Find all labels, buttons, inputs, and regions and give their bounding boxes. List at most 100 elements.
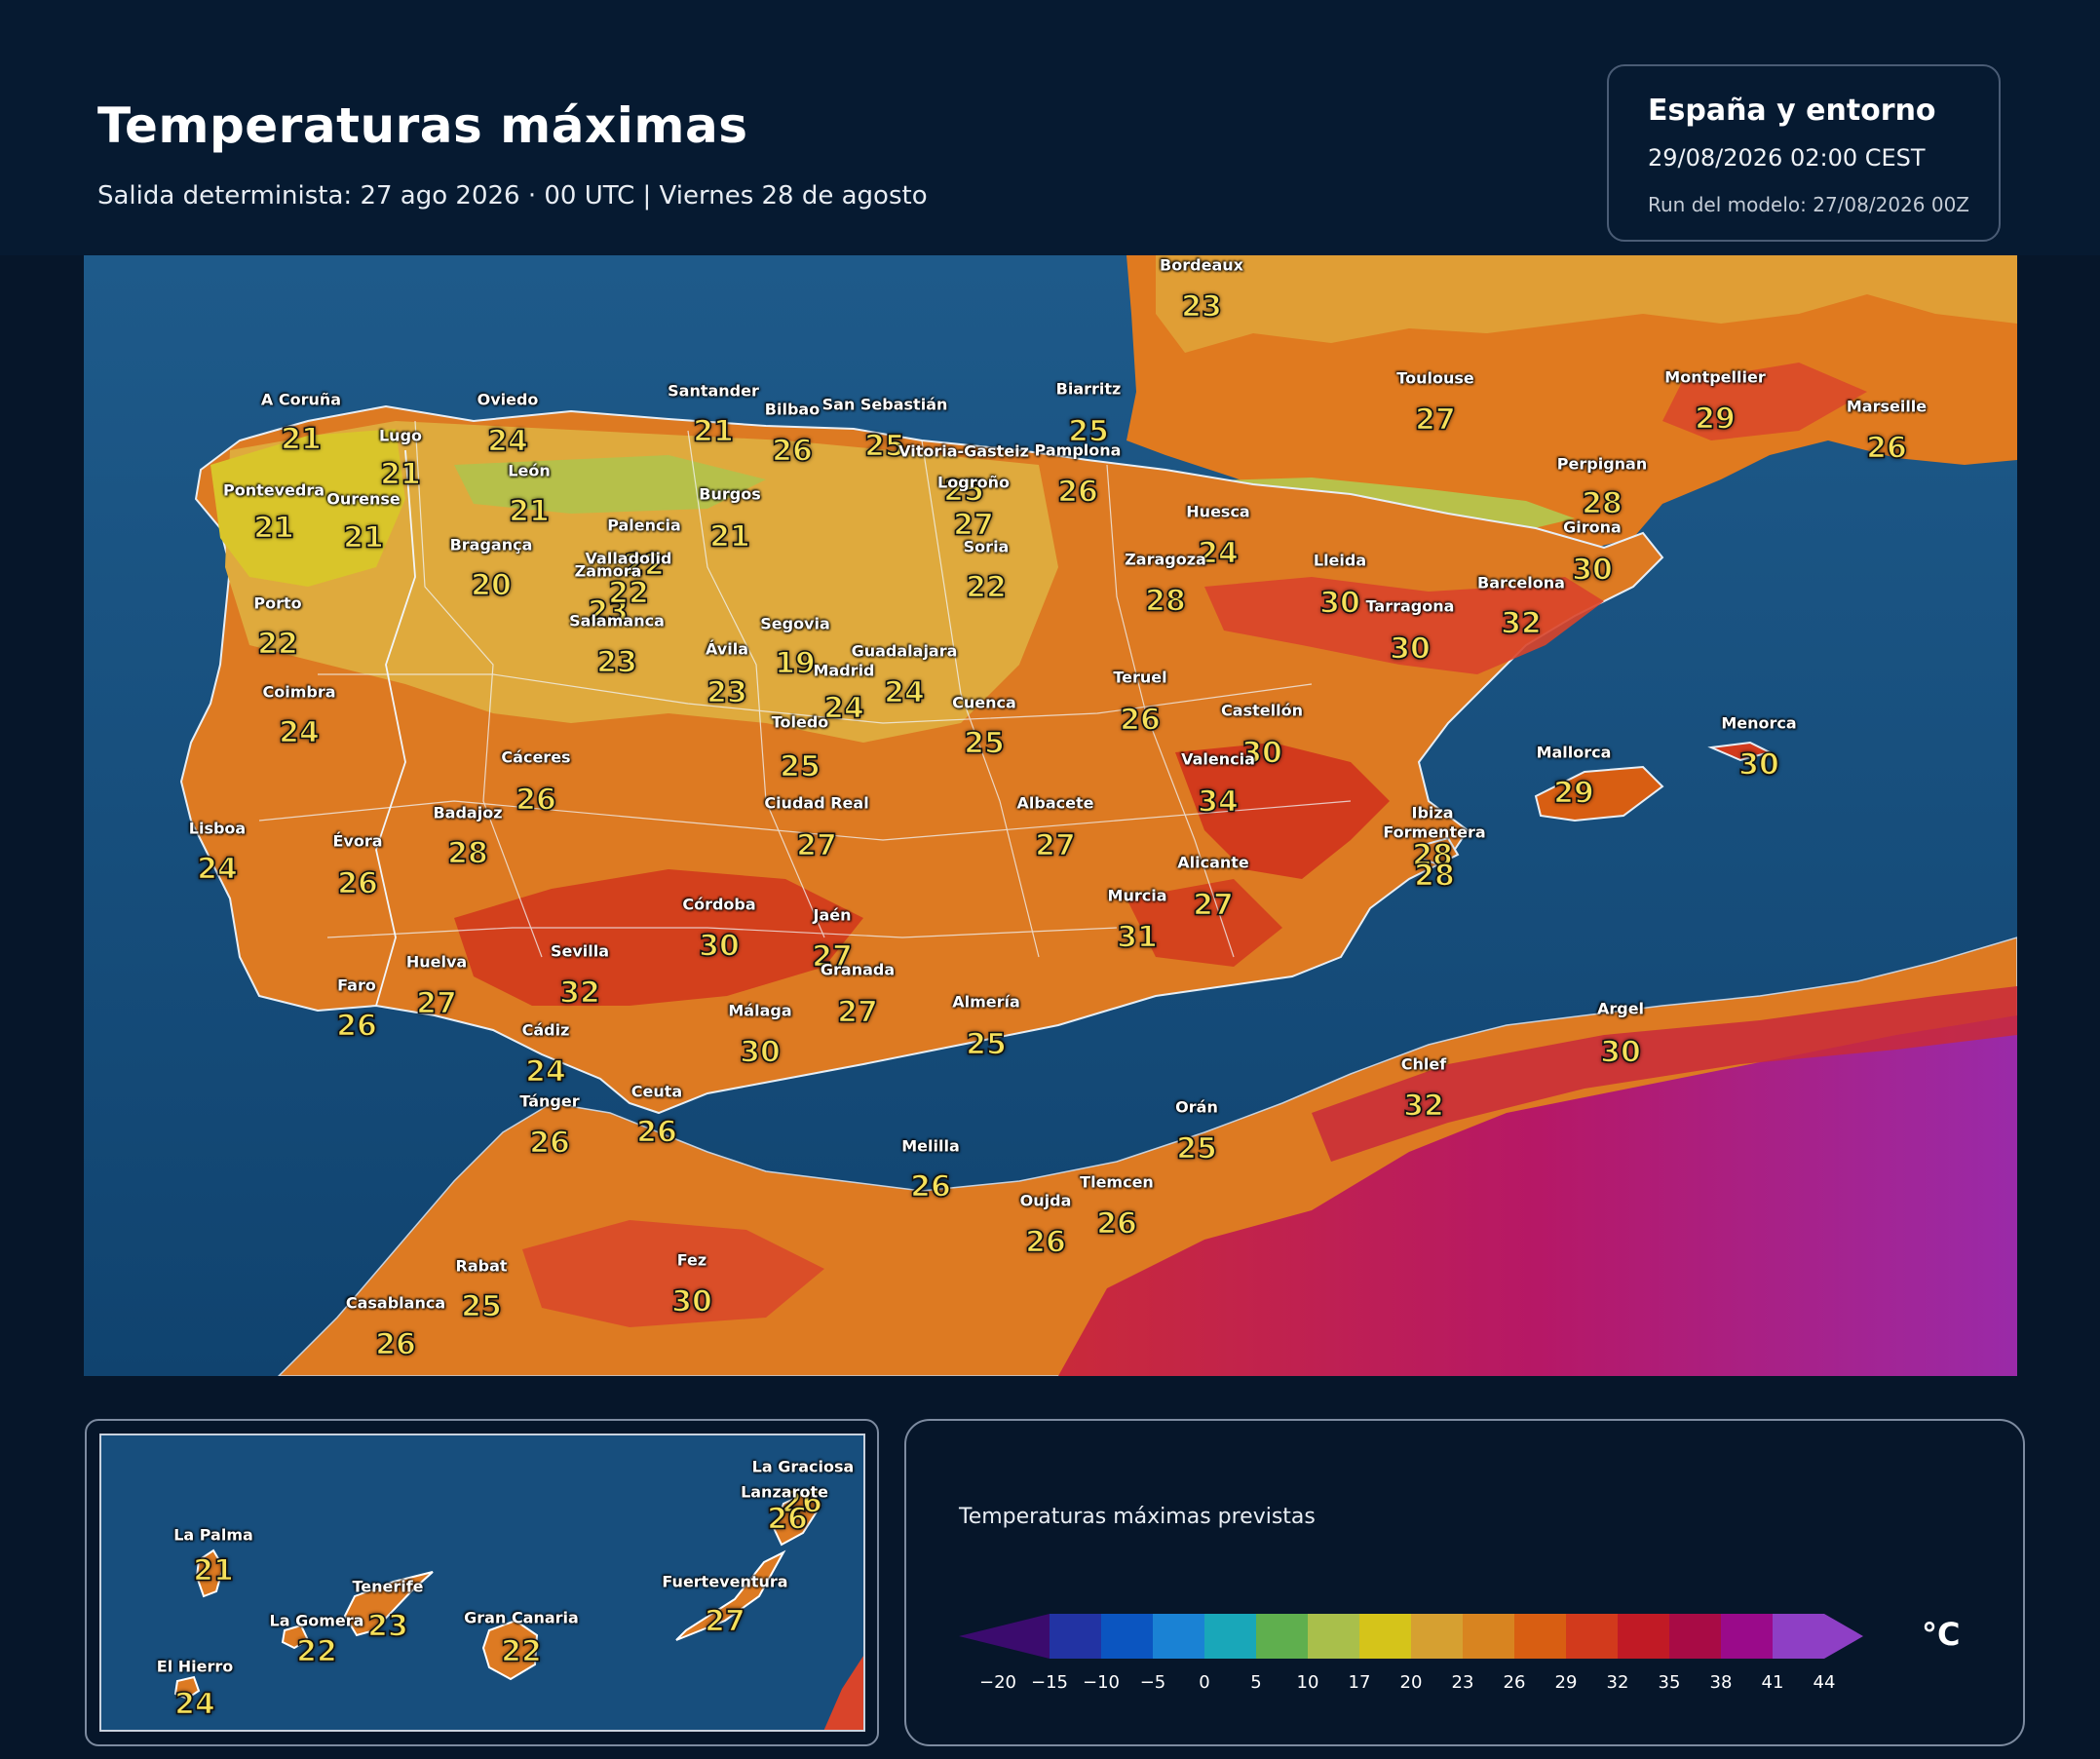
city-temp-menorca[interactable]: 30 <box>1737 747 1779 784</box>
city-temp-huesca[interactable]: 24 <box>1197 536 1239 572</box>
city-temp-caceres[interactable]: 26 <box>515 783 556 819</box>
city-label-braganca: Bragança <box>449 535 533 554</box>
legend-swatch <box>1618 1614 1669 1659</box>
city-temp-tarragona[interactable]: 30 <box>1389 631 1431 668</box>
city-temp-logrono[interactable]: 27 <box>952 508 994 544</box>
city-temp-oviedo[interactable]: 24 <box>486 424 528 460</box>
island-temp-la-graciosa[interactable]: 26 <box>781 1485 822 1521</box>
city-temp-ourense[interactable]: 21 <box>342 520 384 556</box>
city-temp-biarritz[interactable]: 25 <box>1067 414 1109 450</box>
city-temp-formentera[interactable]: 28 <box>1413 859 1455 895</box>
el-hierro <box>173 1675 201 1701</box>
city-temp-argel[interactable]: 30 <box>1599 1035 1641 1071</box>
city-temp-leon[interactable]: 21 <box>508 494 550 530</box>
city-temp-zamora[interactable]: 23 <box>587 594 629 631</box>
city-temp-granada[interactable]: 27 <box>836 995 878 1031</box>
valencia-hot <box>1175 743 1390 879</box>
island-temp-tenerife[interactable]: 23 <box>366 1609 408 1645</box>
city-label-zamora: Zamora <box>574 561 642 581</box>
city-temp-avila[interactable]: 23 <box>706 675 747 711</box>
city-temp-chlef[interactable]: 32 <box>1402 1089 1444 1125</box>
city-temp-san-sebastian[interactable]: 25 <box>863 429 905 465</box>
city-temp-malaga[interactable]: 30 <box>739 1035 781 1071</box>
city-temp-palencia[interactable]: 22 <box>623 548 665 584</box>
city-temp-oran[interactable]: 25 <box>1175 1131 1217 1167</box>
city-temp-marseille[interactable]: 26 <box>1865 431 1907 467</box>
island-temp-la-gomera[interactable]: 22 <box>295 1634 337 1670</box>
city-label-toulouse: Toulouse <box>1396 368 1474 388</box>
city-temp-lleida[interactable]: 30 <box>1318 586 1360 622</box>
city-label-toledo: Toledo <box>771 712 829 732</box>
island-temp-el-hierro[interactable]: 24 <box>173 1687 215 1723</box>
city-label-caceres: Cáceres <box>501 747 571 767</box>
city-temp-tanger[interactable]: 26 <box>528 1126 570 1162</box>
city-temp-fez[interactable]: 30 <box>670 1284 712 1320</box>
city-label-tanger: Tánger <box>519 1091 580 1111</box>
city-temp-alicante[interactable]: 27 <box>1192 888 1234 924</box>
city-temp-pontevedra[interactable]: 21 <box>252 511 294 547</box>
city-temp-cordoba[interactable]: 30 <box>698 929 740 965</box>
city-temp-segovia[interactable]: 19 <box>774 646 816 682</box>
city-temp-mallorca[interactable]: 29 <box>1552 776 1594 812</box>
city-temp-valladolid[interactable]: 22 <box>607 576 649 612</box>
city-temp-madrid[interactable]: 24 <box>822 691 864 727</box>
city-temp-rabat[interactable]: 25 <box>460 1289 502 1325</box>
city-temp-badajoz[interactable]: 28 <box>446 836 488 872</box>
city-temp-cuenca[interactable]: 25 <box>963 726 1005 762</box>
city-temp-evora[interactable]: 26 <box>336 866 378 902</box>
city-temp-almeria[interactable]: 25 <box>965 1027 1007 1063</box>
city-temp-guadalajara[interactable]: 24 <box>883 675 925 711</box>
city-temp-perpignan[interactable]: 28 <box>1581 486 1623 522</box>
algeria-coast-hot <box>1312 986 2017 1162</box>
city-temp-porto[interactable]: 22 <box>256 627 298 663</box>
city-temp-tlemcen[interactable]: 26 <box>1095 1206 1137 1243</box>
city-temp-sevilla[interactable]: 32 <box>558 975 600 1012</box>
city-temp-ciudad-real[interactable]: 27 <box>795 828 837 864</box>
island-temp-gran-canaria[interactable]: 22 <box>500 1634 542 1670</box>
city-temp-braganca[interactable]: 20 <box>470 568 512 604</box>
island-temp-lanzarote[interactable]: 26 <box>766 1502 808 1538</box>
city-temp-santander[interactable]: 21 <box>692 414 734 450</box>
city-temp-montpellier[interactable]: 29 <box>1694 402 1736 438</box>
city-temp-teruel[interactable]: 26 <box>1119 703 1161 739</box>
city-temp-bordeaux[interactable]: 23 <box>1180 289 1222 325</box>
island-temp-la-palma[interactable]: 21 <box>192 1553 234 1589</box>
city-temp-bilbao[interactable]: 26 <box>771 434 813 470</box>
legend-tick-label: 5 <box>1250 1672 1262 1693</box>
city-temp-soria[interactable]: 22 <box>965 570 1007 606</box>
city-temp-ceuta[interactable]: 26 <box>635 1115 677 1151</box>
city-temp-lugo[interactable]: 21 <box>379 457 421 493</box>
city-temp-oujda[interactable]: 26 <box>1024 1225 1066 1261</box>
city-temp-faro[interactable]: 26 <box>335 1009 377 1045</box>
page-title: Temperaturas máximas <box>97 97 748 154</box>
city-temp-castellon[interactable]: 30 <box>1241 736 1282 772</box>
city-temp-barcelona[interactable]: 32 <box>1500 606 1542 642</box>
city-temp-burgos[interactable]: 21 <box>708 519 750 555</box>
canary-islands-inset[interactable]: La Graciosa 26 Lanzarote 26 La Palma 21 Fuerte… <box>85 1419 879 1746</box>
city-temp-jaen[interactable]: 27 <box>811 939 853 975</box>
city-temp-cadiz[interactable]: 24 <box>524 1054 566 1090</box>
city-label-salamanca: Salamanca <box>569 611 665 631</box>
city-temp-toledo[interactable]: 25 <box>779 749 821 785</box>
city-temp-zaragoza[interactable]: 28 <box>1144 584 1186 620</box>
city-temp-huelva[interactable]: 27 <box>415 986 457 1022</box>
city-temp-coimbra[interactable]: 24 <box>278 715 320 751</box>
city-temp-murcia[interactable]: 31 <box>1116 920 1158 956</box>
city-temp-girona[interactable]: 30 <box>1571 553 1613 589</box>
legend-swatch <box>959 1614 1050 1659</box>
city-temp-lisboa[interactable]: 24 <box>196 852 238 888</box>
city-temp-a-coruna[interactable]: 21 <box>280 422 322 458</box>
city-temp-salamanca[interactable]: 23 <box>595 645 637 681</box>
city-temp-toulouse[interactable]: 27 <box>1414 402 1456 439</box>
province-borders <box>258 420 1352 958</box>
city-temp-ibiza[interactable]: 28 <box>1411 838 1453 874</box>
island-temp-fuerteventura[interactable]: 27 <box>704 1604 745 1640</box>
city-temp-casablanca[interactable]: 26 <box>374 1327 416 1363</box>
city-temp-albacete[interactable]: 27 <box>1034 828 1076 864</box>
city-temp-valencia[interactable]: 34 <box>1197 784 1239 821</box>
temperature-map[interactable]: Bordeaux 23 Toulouse 27 Montpellier 29 Marseil… <box>84 255 2017 1376</box>
city-temp-melilla[interactable]: 26 <box>909 1169 951 1205</box>
city-temp-vitoria-gasteiz[interactable]: 25 <box>942 474 984 510</box>
city-temp-pamplona[interactable]: 26 <box>1056 475 1098 511</box>
city-label-oviedo: Oviedo <box>477 390 539 409</box>
